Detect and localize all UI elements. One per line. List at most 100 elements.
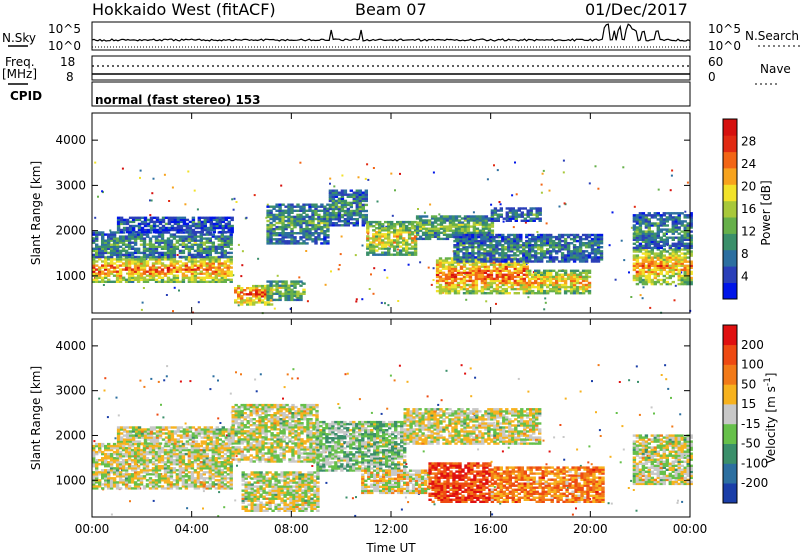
heatmap-cell	[109, 455, 114, 458]
heatmap-cell	[444, 281, 449, 285]
heatmap-cell	[584, 285, 589, 289]
scatter-cell	[438, 213, 441, 216]
heatmap-cell	[534, 279, 538, 283]
heatmap-cell	[124, 237, 129, 240]
heatmap-cell	[407, 229, 412, 232]
heatmap-cell	[516, 246, 520, 249]
heatmap-cell	[566, 254, 571, 257]
scatter-cell	[364, 177, 367, 180]
heatmap-cell	[92, 237, 96, 240]
heatmap-cell	[281, 209, 285, 212]
heatmap-cell	[444, 277, 449, 281]
heatmap-cell	[686, 238, 690, 241]
heatmap-cell	[196, 249, 201, 253]
heatmap-cell	[272, 230, 276, 233]
heatmap-cell	[211, 262, 215, 265]
heatmap-cell	[644, 254, 649, 257]
heatmap-cell	[95, 444, 99, 448]
heatmap-cell	[680, 244, 684, 248]
heatmap-cell	[647, 276, 651, 280]
heatmap-cell	[543, 256, 547, 259]
heatmap-cell	[188, 226, 193, 230]
heatmap-cell	[118, 452, 123, 456]
heatmap-cell	[456, 246, 460, 249]
heatmap-cell	[98, 442, 102, 446]
heatmap-cell	[492, 265, 497, 268]
heatmap-cell	[537, 289, 541, 293]
heatmap-cell	[343, 201, 348, 205]
heatmap-cell	[587, 244, 592, 247]
nave-label: Nave	[760, 62, 791, 76]
heatmap-cell	[352, 209, 356, 213]
heatmap-cell	[101, 483, 105, 486]
heatmap-cell	[650, 230, 654, 233]
heatmap-cell	[199, 260, 203, 263]
heatmap-cell	[136, 280, 141, 283]
heatmap-cell	[355, 205, 359, 209]
heatmap-cell	[194, 226, 199, 230]
scatter-cell	[609, 455, 612, 458]
heatmap-cell	[635, 244, 640, 248]
heatmap-cell	[433, 233, 438, 236]
heatmap-cell	[531, 277, 535, 281]
heatmap-cell	[352, 218, 356, 221]
heatmap-cell	[230, 218, 234, 222]
scatter-cell	[219, 422, 222, 424]
nave-tick-bottom: 0	[708, 70, 716, 84]
heatmap-cell	[170, 228, 175, 232]
heatmap-cell	[127, 280, 132, 283]
heatmap-cell	[127, 268, 132, 271]
heatmap-cell	[453, 235, 457, 239]
heatmap-cell	[340, 205, 345, 209]
heatmap-cell	[249, 303, 253, 306]
heatmap-cell	[472, 215, 477, 218]
heatmap-cell	[492, 289, 497, 293]
heatmap-cell	[220, 264, 224, 267]
heatmap-cell	[131, 224, 136, 228]
heatmap-cell	[492, 248, 496, 251]
heatmap-cell	[477, 244, 481, 247]
heatmap-cell	[471, 237, 475, 241]
heatmap-cell	[575, 285, 580, 289]
heatmap-cell	[435, 273, 440, 276]
heatmap-cell	[575, 292, 580, 295]
heatmap-cell	[410, 233, 415, 236]
heatmap-cell	[662, 234, 666, 237]
heatmap-cell	[569, 242, 574, 245]
scatter-cell	[627, 487, 630, 489]
scatter-cell	[361, 298, 364, 301]
heatmap-cell	[284, 219, 288, 223]
heatmap-cell	[427, 221, 432, 224]
scatter-cell	[532, 495, 535, 498]
heatmap-cell	[450, 273, 455, 276]
heatmap-cell	[668, 214, 672, 217]
heatmap-cell	[136, 247, 141, 250]
heatmap-cell	[668, 244, 672, 248]
heatmap-cell	[131, 220, 136, 224]
heatmap-cell	[501, 273, 505, 276]
heatmap-cell	[104, 245, 108, 248]
heatmap-cell	[98, 471, 102, 474]
heatmap-cell	[112, 485, 117, 488]
heatmap-cell	[632, 236, 637, 239]
heatmap-cell	[552, 260, 556, 263]
heatmap-cell	[179, 226, 184, 230]
heatmap-cell	[243, 301, 247, 304]
scatter-cell	[621, 425, 624, 428]
heatmap-cell	[346, 220, 350, 223]
heatmap-cell	[193, 239, 198, 242]
heatmap-cell	[563, 292, 568, 295]
heatmap-cell	[587, 283, 592, 287]
nsky-label: N.Sky	[2, 31, 36, 45]
heatmap-cell	[463, 219, 468, 222]
heatmap-cell	[462, 242, 466, 245]
heatmap-cell	[184, 239, 189, 242]
heatmap-cell	[95, 239, 99, 242]
heatmap-cell	[531, 285, 535, 289]
heatmap-cell	[184, 247, 189, 250]
heatmap-cell	[130, 272, 135, 275]
heatmap-cell	[378, 220, 382, 224]
scatter-cell	[562, 436, 565, 438]
heatmap-cell	[522, 289, 526, 293]
heatmap-cell	[563, 254, 568, 257]
